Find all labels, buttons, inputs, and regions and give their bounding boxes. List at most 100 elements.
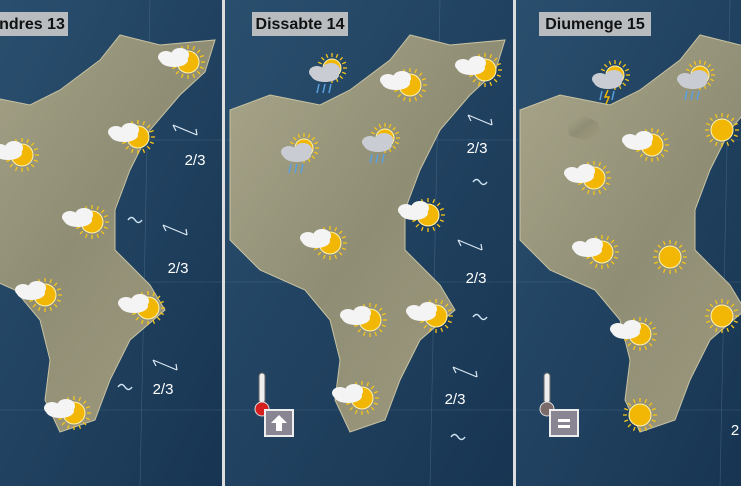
sun-ray (339, 56, 344, 61)
island (566, 115, 600, 140)
cloud (605, 70, 623, 84)
panel: Diumenge 15 2 (516, 0, 741, 486)
sun-ray (651, 407, 656, 411)
sun-ray (613, 256, 618, 260)
sun-ray (726, 114, 730, 119)
rain-drop (322, 83, 326, 94)
sun-ray (381, 312, 386, 316)
sun-ray (30, 142, 35, 147)
cloud (118, 297, 134, 309)
cloud (610, 323, 626, 335)
wave-symbol (472, 313, 488, 321)
sun-ray (354, 409, 358, 414)
sun-ray (349, 406, 354, 411)
cloud (158, 51, 174, 63)
sun-ray (56, 287, 61, 291)
sun-ray (152, 292, 156, 297)
cloud (585, 238, 603, 252)
sun-ray (84, 233, 88, 238)
sun-ray (688, 63, 693, 68)
wave-symbol (117, 383, 133, 391)
sun-ray (489, 54, 493, 59)
sun-ray (678, 244, 683, 249)
sun-ray (79, 230, 84, 235)
sun-ray (598, 189, 602, 194)
cloud (15, 284, 31, 296)
sea-state: 2/3 (185, 152, 206, 169)
cloud (564, 167, 580, 179)
sun-ray (307, 133, 311, 139)
sun (658, 245, 682, 269)
sun-ray (394, 141, 400, 145)
panel-title: Dissabte 14 (256, 16, 345, 33)
sun-ray (420, 320, 425, 324)
panel-title: Diumenge 15 (545, 16, 645, 33)
sun-ray (605, 170, 610, 174)
sun-ray (644, 426, 648, 431)
sun-ray (436, 202, 441, 207)
sun-ray (477, 81, 481, 86)
title-box (0, 12, 68, 36)
sun-ray (432, 226, 436, 231)
sun-ray (489, 81, 493, 86)
sun-ray (392, 126, 397, 131)
cloud (281, 146, 297, 158)
sun-ray (627, 402, 632, 407)
sun-ray (373, 126, 378, 131)
sun-ray (709, 324, 714, 329)
sun-ray (53, 303, 58, 308)
sun-ray (654, 261, 659, 265)
cloud (455, 59, 471, 71)
sun-ray (678, 265, 683, 270)
sun-ray (706, 122, 711, 126)
sun-ray (373, 402, 378, 406)
sun-ray (149, 129, 154, 133)
sun-ray (730, 324, 735, 329)
sun-ray (709, 303, 714, 308)
rain-drop (316, 83, 320, 94)
sun-ray (627, 342, 632, 347)
sun-ray (362, 331, 366, 336)
sun-ray (632, 345, 636, 350)
sun-ray (29, 299, 34, 303)
sun-ray (30, 163, 35, 168)
wave-symbol (450, 433, 466, 441)
sun-ray (632, 426, 636, 431)
cloud (622, 134, 638, 146)
sun-ray (651, 326, 656, 330)
sun-ray (78, 424, 82, 429)
sun-ray (335, 53, 339, 59)
trend-box (264, 409, 294, 437)
sun-ray (603, 63, 608, 68)
sun-ray (663, 149, 668, 153)
sun-ray (602, 165, 607, 170)
sun-ray (654, 249, 659, 253)
sun-ray (469, 74, 474, 78)
cloud (44, 402, 60, 414)
sun-ray (632, 399, 636, 404)
sun-ray (644, 345, 648, 350)
sun-ray (660, 132, 665, 137)
cloud (309, 66, 325, 78)
sun-ray (493, 57, 498, 62)
sun-ray (420, 226, 424, 231)
sun-ray (341, 61, 347, 65)
sea-state: 2/3 (466, 270, 487, 287)
sun-ray (33, 159, 38, 163)
sun-ray (82, 421, 87, 426)
cloud (300, 232, 316, 244)
cloud (353, 306, 371, 320)
rain-drop (381, 153, 385, 164)
sun-ray (624, 338, 629, 342)
sun-ray (644, 318, 648, 323)
cloud (468, 56, 486, 70)
sun-ray (397, 93, 402, 98)
sun-ray (314, 247, 319, 251)
sun-ray (142, 148, 146, 153)
sun-ray (338, 251, 343, 256)
sun-ray (374, 304, 378, 309)
sun-ray (378, 123, 382, 129)
cloud (690, 70, 708, 84)
sun-ray (586, 189, 590, 194)
sun-ray (421, 77, 426, 81)
